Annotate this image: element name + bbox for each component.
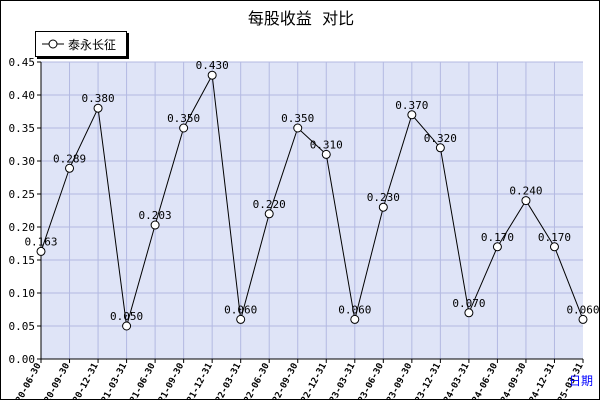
data-label: 0.230 (367, 191, 400, 204)
y-tick-label: 0.40 (9, 89, 36, 102)
data-label: 0.060 (338, 303, 371, 316)
data-label: 0.320 (424, 132, 457, 145)
data-point (207, 70, 217, 80)
data-label: 0.220 (253, 198, 286, 211)
y-tick-label: 0.10 (9, 287, 36, 300)
y-tick-label: 0.35 (9, 122, 36, 135)
data-point (464, 308, 474, 318)
data-label: 0.050 (110, 310, 143, 323)
data-point (492, 242, 502, 252)
data-point (578, 314, 588, 324)
data-label: 0.163 (24, 235, 57, 248)
data-point (521, 196, 531, 206)
legend: 泰永长征 (35, 31, 127, 57)
data-point (236, 314, 246, 324)
y-tick-label: 0.30 (9, 155, 36, 168)
data-label: 0.170 (538, 231, 571, 244)
series-line (40, 73, 584, 327)
data-point (435, 143, 445, 153)
data-point (378, 202, 388, 212)
data-label: 0.350 (281, 112, 314, 125)
chart-title: 每股收益 对比 (247, 9, 355, 28)
data-point (293, 123, 303, 133)
y-tick-label: 0.45 (9, 56, 36, 69)
data-label: 0.380 (81, 92, 114, 105)
data-label: 0.060 (566, 303, 599, 316)
legend-label: 泰永长征 (68, 37, 117, 52)
data-label: 0.289 (53, 152, 86, 165)
data-point (150, 220, 160, 230)
data-label: 0.430 (196, 59, 229, 72)
data-label: 0.203 (139, 209, 172, 222)
y-tick-label: 0.00 (9, 353, 36, 366)
data-point (122, 321, 132, 331)
data-point (549, 242, 559, 252)
data-label: 0.170 (481, 231, 514, 244)
data-label: 0.240 (509, 185, 542, 198)
data-label: 0.370 (395, 99, 428, 112)
data-point (93, 103, 103, 113)
data-label: 0.350 (167, 112, 200, 125)
y-tick-label: 0.20 (9, 221, 36, 234)
data-point (407, 110, 417, 120)
data-point (350, 314, 360, 324)
legend-marker-icon (42, 39, 64, 49)
data-point (36, 246, 46, 256)
data-point (264, 209, 274, 219)
data-point (65, 163, 75, 173)
data-label: 0.060 (224, 303, 257, 316)
y-tick-label: 0.15 (9, 254, 36, 267)
x-axis-title: 日期 (569, 374, 593, 388)
data-point (179, 123, 189, 133)
data-point (321, 149, 331, 159)
x-tick-label: 2020-06-30 (9, 362, 43, 399)
data-label: 0.310 (310, 138, 343, 151)
y-tick-label: 0.05 (9, 320, 36, 333)
y-tick-label: 0.25 (9, 188, 36, 201)
data-label: 0.070 (452, 297, 485, 310)
